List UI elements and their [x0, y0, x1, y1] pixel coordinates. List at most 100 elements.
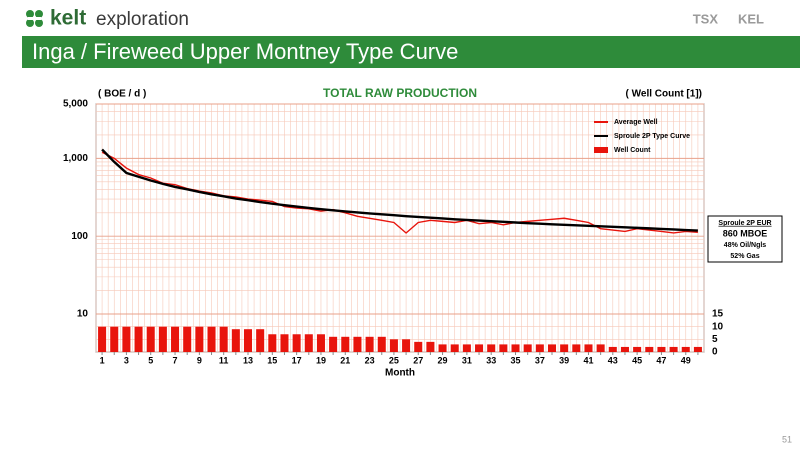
well-count-bar [256, 329, 265, 352]
y-tick-label: 1,000 [63, 153, 88, 164]
x-tick-label: 1 [100, 355, 105, 365]
well-count-bar [669, 346, 678, 352]
well-count-bar [547, 344, 557, 352]
x-tick-label: 21 [340, 355, 350, 365]
x-axis-label: Month [385, 368, 415, 379]
legend-label: Well Count [614, 147, 651, 154]
well-count-bar [620, 346, 629, 352]
page-number: 51 [782, 434, 792, 444]
y2-tick-label: 15 [712, 309, 724, 320]
well-count-bar [329, 336, 338, 352]
legend-label: Average Well [614, 119, 658, 126]
x-tick-label: 27 [413, 355, 423, 365]
y2-tick-label: 0 [712, 347, 718, 358]
well-count-bar [365, 336, 374, 352]
well-count-bar [438, 344, 447, 352]
title-bar [22, 36, 800, 68]
x-tick-label: 49 [681, 355, 691, 365]
eur-text: 48% Oil/Ngls [724, 242, 767, 249]
legend-swatch [594, 147, 608, 153]
x-tick-label: 15 [267, 355, 277, 365]
legend-label: Sproule 2P Type Curve [614, 133, 690, 140]
x-tick-label: 37 [535, 355, 545, 365]
chart-title: TOTAL RAW PRODUCTION [323, 86, 477, 100]
eur-text: 860 MBOE [723, 228, 768, 238]
well-count-bar [693, 346, 702, 352]
well-count-bar [608, 346, 617, 352]
well-count-bar [645, 346, 654, 352]
well-count-bar [475, 344, 484, 352]
well-count-bar [633, 346, 642, 352]
well-count-bar [462, 344, 471, 352]
x-tick-label: 31 [462, 355, 472, 365]
well-count-bar [523, 344, 532, 352]
well-count-bar [268, 334, 277, 352]
well-count-bar [158, 326, 167, 352]
logo-mark [26, 10, 43, 27]
well-count-bar [596, 344, 605, 352]
well-count-bar [316, 334, 325, 352]
x-tick-label: 19 [316, 355, 326, 365]
x-tick-label: 13 [243, 355, 253, 365]
x-tick-label: 9 [197, 355, 202, 365]
well-count-bar [657, 346, 666, 352]
well-count-bar [487, 344, 496, 352]
well-count-bar [584, 344, 593, 352]
well-count-bar [146, 326, 155, 352]
x-tick-label: 17 [292, 355, 302, 365]
well-count-bar [183, 326, 192, 352]
well-count-bar [535, 344, 544, 352]
x-tick-label: 47 [656, 355, 666, 365]
well-count-bar [389, 339, 398, 352]
y2-tick-label: 5 [712, 334, 718, 345]
eur-text: Sproule 2P EUR [718, 220, 771, 227]
slide-title: Inga / Fireweed Upper Montney Type Curve [32, 39, 458, 64]
well-count-bar [134, 326, 143, 352]
well-count-bar [122, 326, 131, 352]
x-tick-label: 29 [438, 355, 448, 365]
well-count-bar [499, 344, 508, 352]
well-count-bar [353, 336, 362, 352]
well-count-bar [341, 336, 350, 352]
well-count-bar [195, 326, 204, 352]
x-tick-label: 45 [632, 355, 642, 365]
y-axis-label: ( BOE / d ) [98, 89, 146, 100]
x-tick-label: 3 [124, 355, 129, 365]
x-tick-label: 7 [173, 355, 178, 365]
well-count-bar [110, 326, 119, 352]
well-count-bar [414, 341, 423, 352]
eur-text: 52% Gas [730, 253, 759, 260]
well-count-bar [219, 326, 228, 352]
well-count-bar [572, 344, 581, 352]
well-count-bar [98, 326, 107, 352]
well-count-bar [304, 334, 313, 352]
y-tick-label: 5,000 [63, 99, 88, 110]
well-count-bar [243, 329, 253, 352]
eur-box [707, 215, 783, 263]
y2-tick-label: 10 [712, 321, 724, 332]
x-tick-label: 43 [608, 355, 618, 365]
y2-axis-label: ( Well Count [1]) [626, 89, 702, 100]
well-count-bar [426, 341, 435, 352]
well-count-bar [402, 339, 411, 352]
well-count-bar [207, 326, 216, 352]
logo-text: exploration [96, 9, 189, 30]
well-count-bar [377, 336, 386, 352]
logo-bold: kelt [50, 7, 86, 30]
x-tick-label: 23 [365, 355, 375, 365]
well-count-bar [681, 346, 690, 352]
well-count-bar [171, 326, 180, 352]
x-tick-label: 39 [559, 355, 569, 365]
ticker: KEL [738, 11, 764, 26]
well-count-bar [511, 344, 520, 352]
x-tick-label: 11 [219, 355, 229, 365]
ticker: TSX [693, 11, 719, 26]
well-count-bar [292, 334, 301, 352]
x-tick-label: 35 [511, 355, 521, 365]
well-count-bar [450, 344, 459, 352]
x-tick-label: 41 [583, 355, 593, 365]
x-tick-label: 33 [486, 355, 496, 365]
well-count-bar [560, 344, 569, 352]
